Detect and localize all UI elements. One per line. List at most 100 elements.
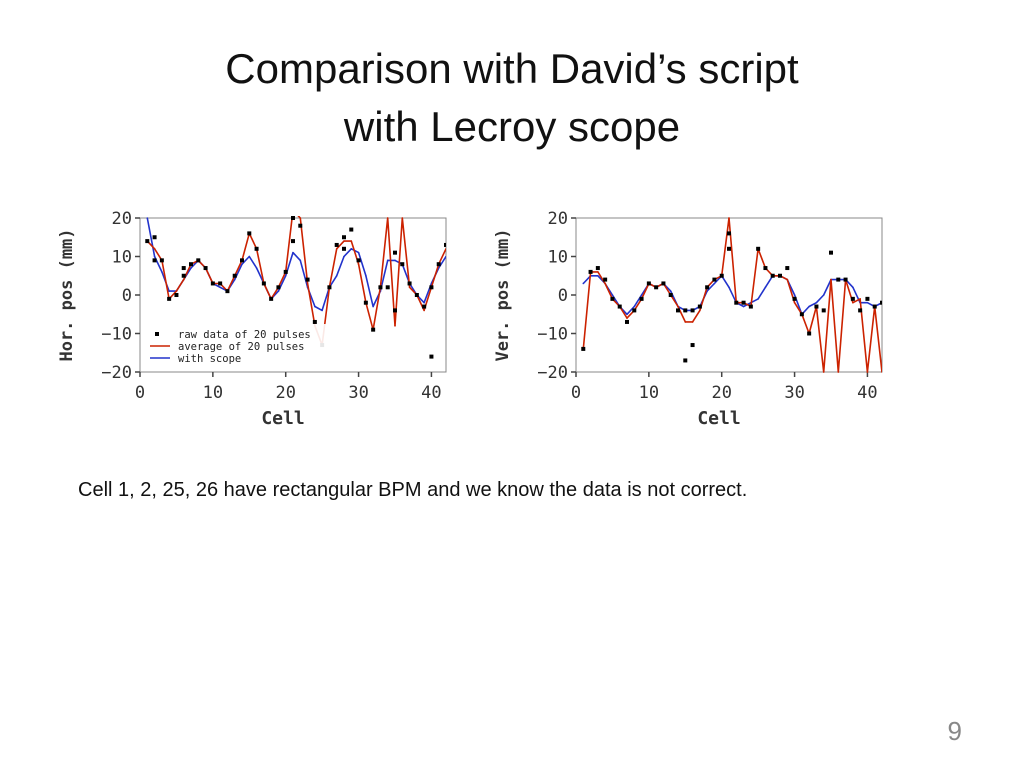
data-point bbox=[378, 285, 383, 290]
series-vertex bbox=[408, 286, 411, 289]
series-vertex bbox=[713, 282, 716, 285]
data-point bbox=[778, 273, 782, 278]
data-point bbox=[697, 304, 702, 309]
data-point bbox=[690, 343, 695, 348]
data-point bbox=[371, 327, 376, 332]
data-point bbox=[603, 277, 608, 282]
data-point bbox=[159, 258, 164, 263]
series-vertex bbox=[866, 301, 869, 304]
data-point bbox=[821, 308, 826, 313]
series-vertex bbox=[386, 259, 389, 262]
data-point bbox=[785, 266, 790, 271]
series-vertex bbox=[343, 255, 345, 258]
series-vertex bbox=[830, 278, 832, 281]
y-tick-label: 20 bbox=[548, 209, 568, 229]
series-vertex bbox=[604, 282, 606, 285]
data-point bbox=[595, 266, 600, 271]
data-point bbox=[588, 269, 593, 274]
data-point bbox=[872, 304, 877, 309]
y-tick-label: 10 bbox=[548, 248, 568, 268]
slide-title-line-2: with Lecroy scope bbox=[343, 103, 681, 150]
data-point bbox=[203, 266, 208, 271]
series-vertex bbox=[640, 294, 643, 296]
data-point bbox=[807, 331, 812, 336]
series-vertex bbox=[793, 294, 796, 296]
data-point bbox=[261, 281, 266, 286]
series-vertex bbox=[255, 267, 258, 269]
series-vertex bbox=[233, 278, 236, 281]
data-point bbox=[581, 346, 586, 351]
data-point bbox=[792, 296, 797, 301]
data-point bbox=[334, 242, 339, 247]
data-point bbox=[181, 273, 186, 278]
data-point bbox=[727, 231, 731, 236]
series-vertex bbox=[815, 301, 818, 304]
data-point bbox=[639, 296, 644, 301]
data-point bbox=[429, 285, 434, 290]
data-point bbox=[254, 246, 259, 251]
x-tick-label: 40 bbox=[421, 383, 441, 403]
data-point bbox=[363, 300, 368, 305]
data-point bbox=[291, 216, 295, 220]
data-point bbox=[829, 250, 833, 255]
series-vertex bbox=[350, 240, 353, 242]
series-raw-data-of-20-pulses bbox=[145, 216, 446, 359]
series-vertex bbox=[423, 301, 425, 304]
data-point bbox=[865, 296, 870, 301]
series-vertex bbox=[852, 301, 854, 304]
y-tick-label: −20 bbox=[537, 363, 568, 383]
series-vertex bbox=[699, 309, 701, 312]
series-raw-data-of-20-pulses bbox=[581, 231, 882, 363]
x-tick-label: 40 bbox=[857, 383, 877, 403]
series-vertex bbox=[321, 309, 323, 312]
x-tick-label: 10 bbox=[639, 383, 659, 403]
series-vertex bbox=[633, 305, 636, 308]
series-vertex bbox=[445, 255, 446, 258]
x-axis-label: Cell bbox=[261, 408, 304, 429]
series-vertex bbox=[445, 248, 446, 250]
data-point bbox=[145, 239, 150, 244]
series-vertex bbox=[597, 274, 599, 277]
data-point bbox=[661, 281, 666, 286]
data-point bbox=[218, 281, 223, 286]
data-point bbox=[167, 296, 172, 301]
data-point bbox=[676, 308, 680, 313]
data-point bbox=[276, 285, 281, 290]
data-point bbox=[283, 269, 288, 274]
legend-marker bbox=[155, 332, 159, 336]
series-vertex bbox=[306, 282, 309, 285]
data-point bbox=[683, 308, 688, 313]
series-vertex bbox=[423, 309, 425, 312]
legend-label: average of 20 pulses bbox=[178, 341, 304, 353]
data-point bbox=[232, 273, 237, 278]
data-point bbox=[668, 293, 673, 297]
series-vertex bbox=[161, 271, 163, 273]
data-point bbox=[400, 262, 405, 267]
data-point bbox=[240, 258, 244, 263]
series-vertex bbox=[284, 274, 287, 277]
series-vertex bbox=[691, 321, 694, 323]
series-vertex bbox=[757, 298, 759, 300]
legend-label: raw data of 20 pulses bbox=[178, 329, 311, 341]
data-point bbox=[393, 250, 397, 255]
series-vertex bbox=[394, 259, 396, 262]
data-point bbox=[305, 277, 310, 282]
data-point bbox=[748, 304, 753, 309]
series-vertex bbox=[808, 305, 810, 308]
series-vertex bbox=[175, 290, 178, 292]
data-point bbox=[617, 304, 622, 309]
series-vertex bbox=[182, 278, 185, 281]
series-vertex bbox=[822, 294, 825, 296]
data-point bbox=[756, 246, 761, 251]
series-vertex bbox=[168, 290, 170, 292]
data-point bbox=[712, 277, 717, 282]
data-point bbox=[734, 300, 739, 305]
data-point bbox=[763, 266, 768, 271]
data-point bbox=[799, 312, 804, 317]
data-point bbox=[414, 293, 419, 297]
data-point bbox=[247, 231, 252, 236]
series-vertex bbox=[582, 282, 585, 285]
series-vertex bbox=[299, 217, 302, 219]
series-vertex bbox=[299, 259, 302, 262]
series-vertex bbox=[357, 263, 360, 265]
